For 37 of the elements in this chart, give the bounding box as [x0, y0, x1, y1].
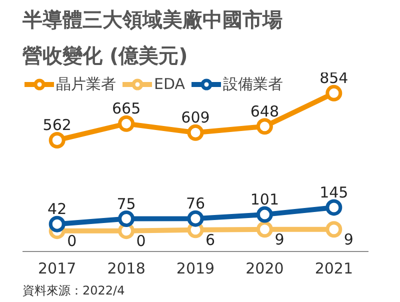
point	[326, 221, 342, 238]
data-label: 609	[181, 108, 210, 127]
data-label: 9	[344, 230, 354, 248]
x-tick-label: 2021	[314, 260, 353, 278]
x-tick-label: 2018	[107, 260, 146, 278]
point	[256, 118, 273, 135]
data-label: 75	[116, 194, 136, 213]
legend-label: EDA	[154, 75, 186, 93]
data-label: 648	[250, 102, 280, 120]
point	[48, 216, 66, 232]
legend-label: 設備業者	[223, 74, 284, 94]
point	[326, 199, 342, 216]
point	[118, 210, 135, 227]
chart-title: 半導體三大領域美廠中國市場	[22, 8, 282, 32]
data-label: 42	[48, 200, 67, 218]
data-label: 145	[320, 183, 348, 202]
x-tick-label: 2017	[38, 260, 76, 278]
legend-label: 晶片業者	[56, 74, 116, 94]
data-label: 76	[186, 194, 206, 213]
data-label: 6	[206, 230, 216, 249]
point	[118, 115, 135, 132]
point	[326, 84, 342, 102]
point	[256, 221, 273, 238]
data-label: 9	[274, 230, 284, 248]
point	[48, 132, 66, 148]
data-label: 0	[67, 232, 77, 250]
point	[256, 206, 273, 223]
data-label: 0	[136, 232, 146, 250]
text: 營收變化 (億美元)	[22, 44, 188, 68]
source-note: 資料來源：2022/4	[22, 284, 125, 298]
x-tick-label: 2019	[176, 260, 215, 278]
x-tick-label: 2020	[246, 260, 284, 278]
data-label: 562	[42, 116, 72, 134]
point	[187, 210, 204, 227]
data-label: 665	[112, 100, 141, 118]
data-label: 101	[250, 190, 280, 209]
point	[187, 124, 204, 141]
